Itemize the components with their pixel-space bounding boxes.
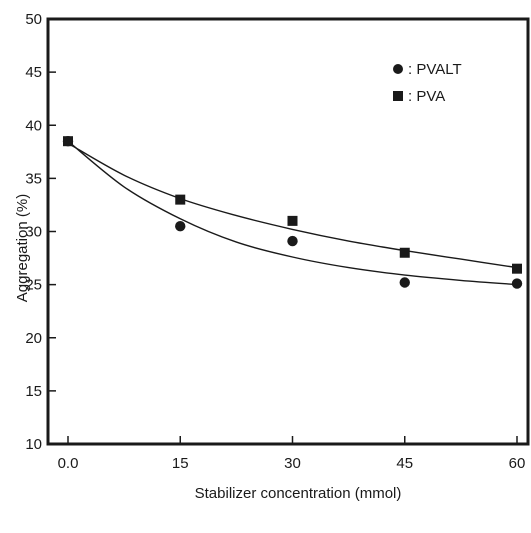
tick-labels: 10 15 20 25 30 35 40 45 50 0.0 15 30 45 60 (25, 11, 525, 472)
y-tick-label: 50 (25, 11, 42, 28)
legend-marker-square (393, 91, 403, 101)
y-tick-label: 15 (25, 383, 42, 400)
data-point-square (512, 263, 522, 274)
fit-curves (67, 140, 518, 286)
y-tick-label: 10 (25, 436, 42, 453)
data-point-circle (287, 235, 298, 247)
legend-marker-circle (393, 64, 403, 74)
data-point-circle (175, 220, 186, 232)
data-points (62, 135, 523, 289)
data-point-square (175, 194, 186, 205)
x-tick-label: 45 (396, 455, 413, 472)
data-point-square (399, 247, 410, 258)
x-axis-title: Stabilizer concentration (mmol) (195, 485, 402, 502)
x-tick-label: 30 (284, 455, 301, 472)
data-point-square (63, 136, 73, 147)
data-point-square (287, 215, 298, 226)
data-point-circle (399, 277, 410, 288)
y-tick-label: 40 (25, 117, 42, 134)
fit-curve (67, 140, 518, 286)
y-tick-label: 20 (25, 330, 42, 347)
y-tick-label: 25 (25, 277, 42, 294)
axis-ticks (48, 71, 518, 444)
y-tick-label: 35 (25, 170, 42, 187)
x-tick-label: 60 (509, 455, 526, 472)
y-axis-title: Aggregation (%) (14, 194, 31, 302)
data-point-circle (511, 278, 523, 289)
fit-curve (67, 142, 518, 269)
legend-label: : PVALT (408, 61, 462, 78)
legend-label: : PVA (408, 88, 445, 105)
legend: : PVALT : PVA (393, 61, 462, 105)
y-tick-label: 45 (25, 64, 42, 81)
x-tick-label: 0.0 (58, 455, 79, 472)
y-tick-label: 30 (25, 224, 42, 241)
x-tick-label: 15 (172, 455, 189, 472)
plot-frame (46, 17, 530, 446)
